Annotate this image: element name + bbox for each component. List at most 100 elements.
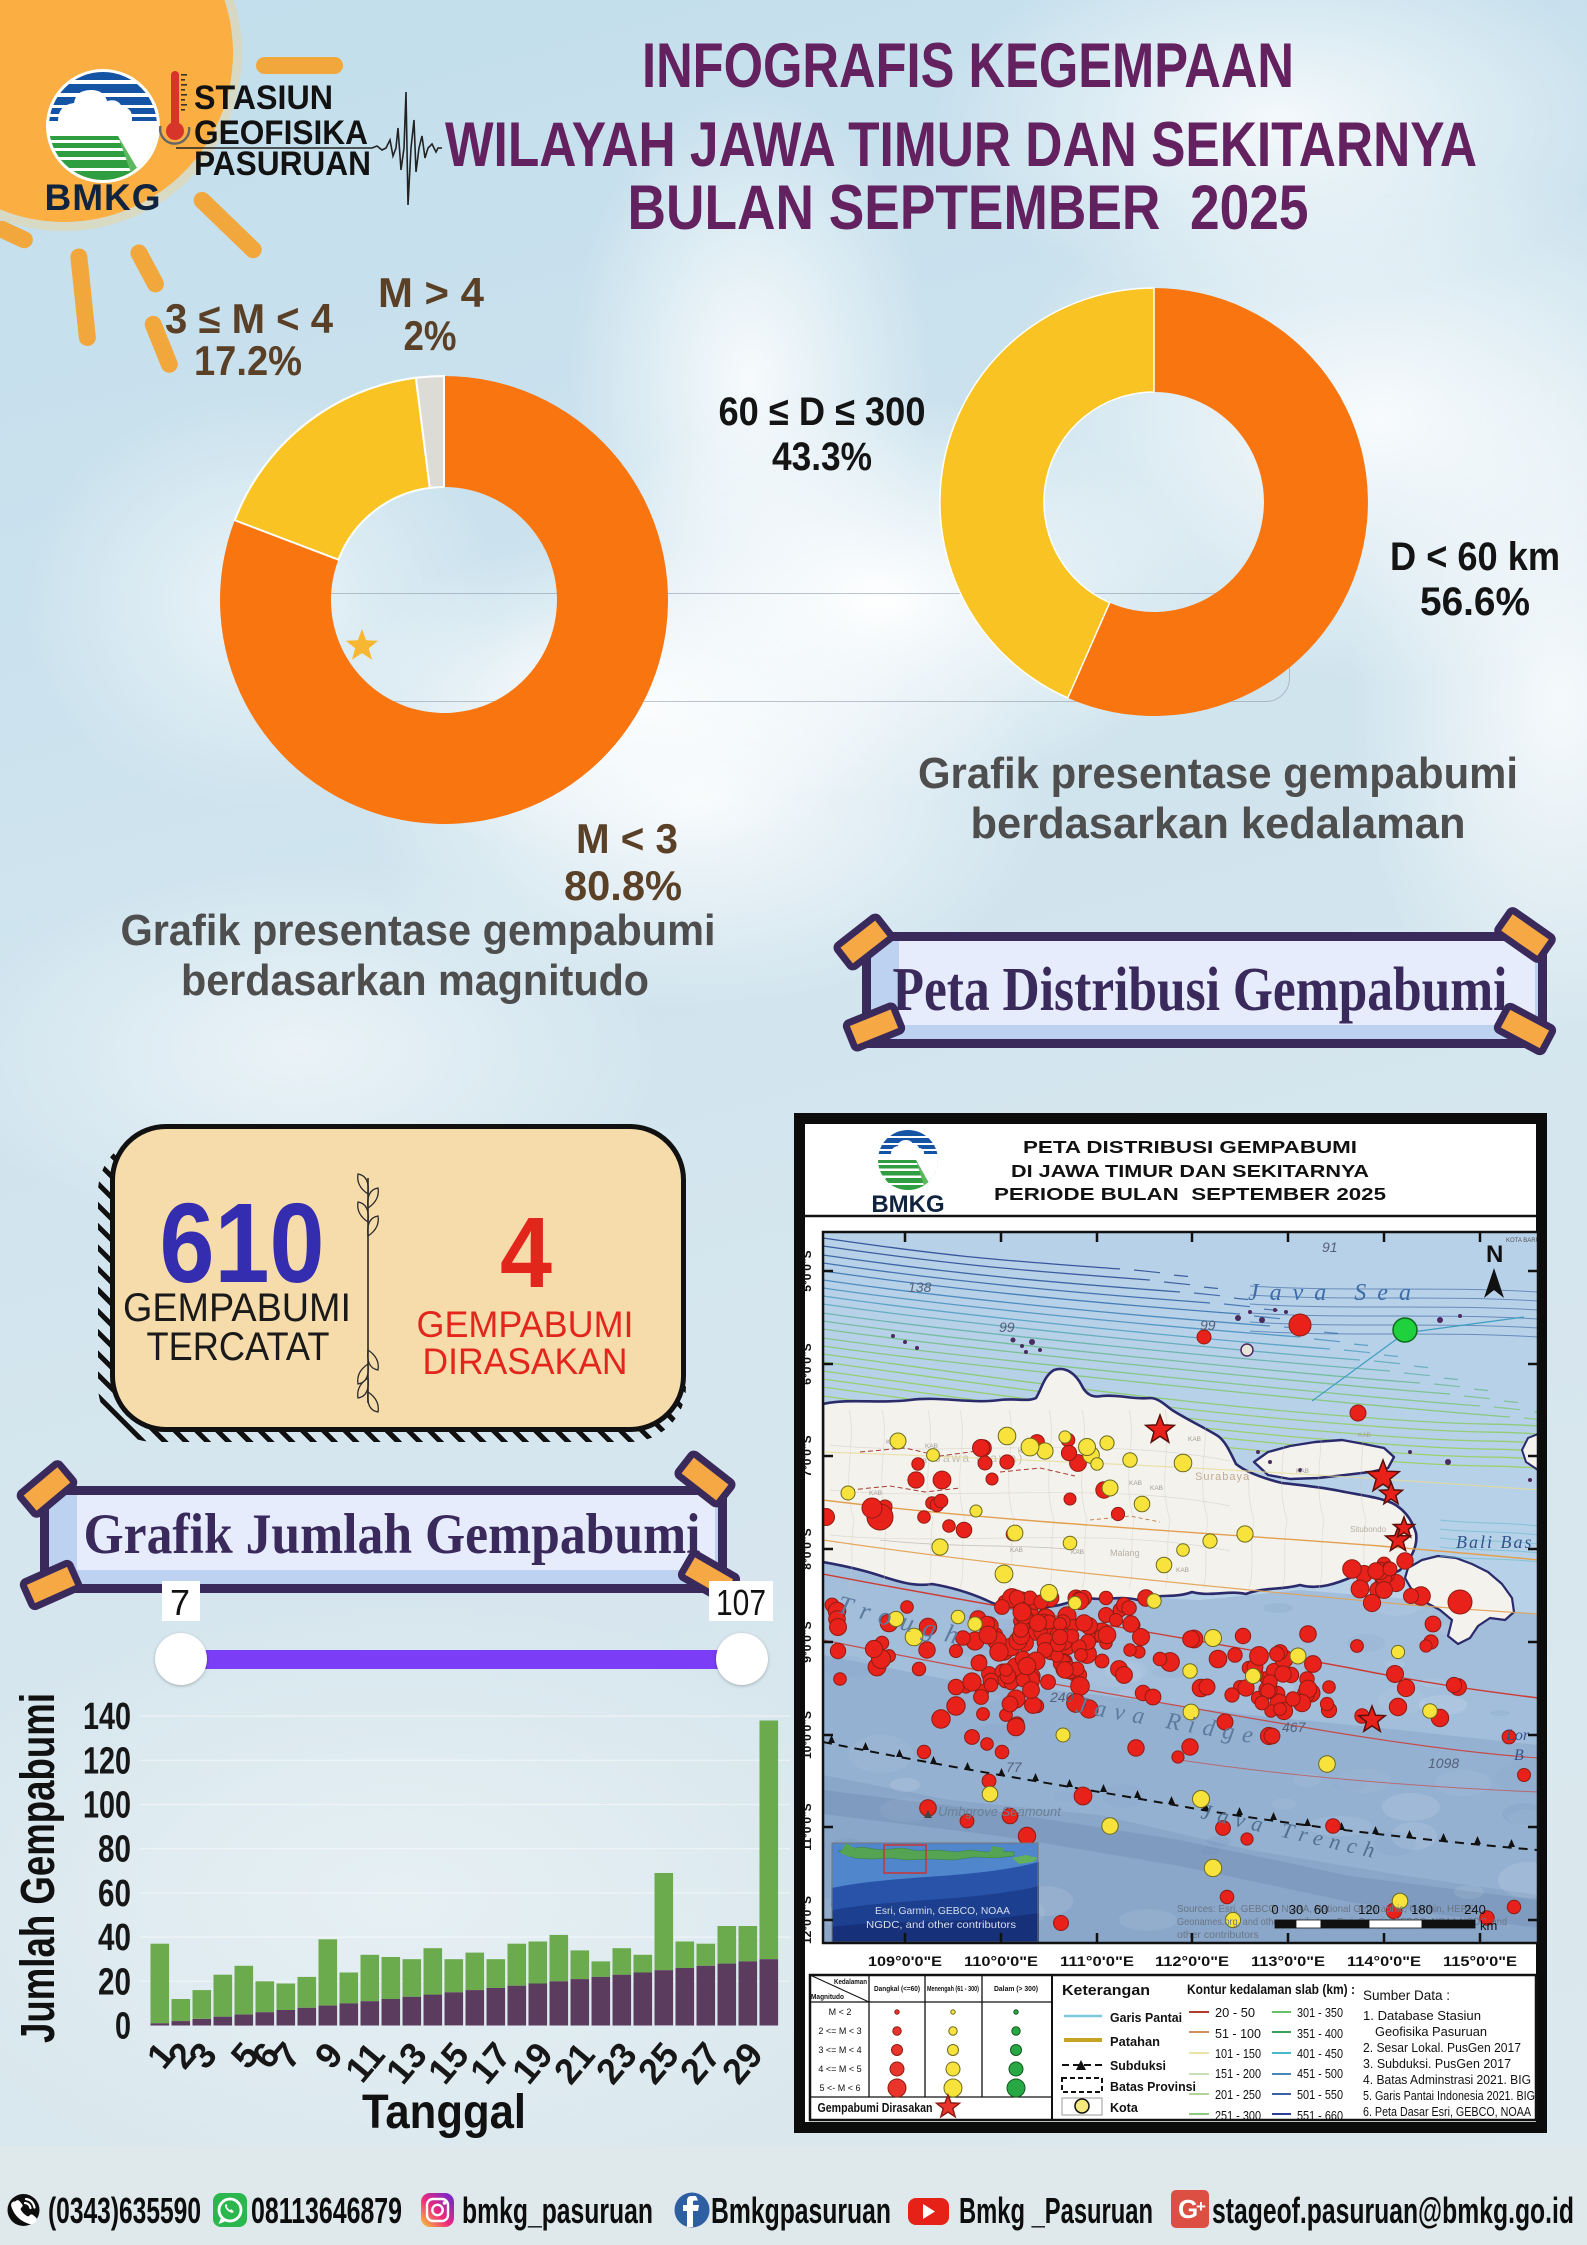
svg-text:KAB: KAB [925, 1443, 938, 1450]
svg-text:Java Sea: Java Sea [1248, 1280, 1422, 1306]
svg-text:BMKG: BMKG [44, 177, 161, 218]
svg-text:111°0'0"E: 111°0'0"E [1060, 1953, 1134, 1969]
svg-text:Keterangan: Keterangan [1062, 1982, 1150, 1999]
svg-text:Subduksi: Subduksi [1110, 2059, 1166, 2073]
svg-text:100: 100 [83, 1785, 131, 1827]
svg-text:NGDC, and other contributors: NGDC, and other contributors [866, 1919, 1016, 1931]
svg-text:Esri, Garmin, GEBCO, NOAA: Esri, Garmin, GEBCO, NOAA [875, 1905, 1010, 1917]
svg-text:Tanggal: Tanggal [362, 2086, 526, 2139]
svg-text:60: 60 [98, 1873, 131, 1915]
svg-text:10°0'0"S: 10°0'0"S [800, 1711, 814, 1759]
svg-text:+: + [1196, 2197, 1206, 2216]
svg-text:201 - 250: 201 - 250 [1215, 2088, 1261, 2102]
svg-text:Surabaya: Surabaya [1195, 1471, 1250, 1483]
svg-text:30: 30 [1289, 1902, 1303, 1917]
svg-text:4. Batas Adminstrasi 2021. BIG: 4. Batas Adminstrasi 2021. BIG [1363, 2073, 1531, 2087]
svg-text:7°0'0"S: 7°0'0"S [1545, 1435, 1547, 1476]
svg-text:9°0'0"S: 9°0'0"S [800, 1621, 814, 1662]
svg-text:Batas Provinsi: Batas Provinsi [1110, 2080, 1196, 2094]
svg-text:99: 99 [1200, 1317, 1216, 1333]
svg-text:11°0'0"S: 11°0'0"S [1545, 1803, 1547, 1850]
svg-text:240: 240 [1464, 1902, 1486, 1917]
svg-text:151 - 200: 151 - 200 [1215, 2067, 1261, 2081]
svg-text:B: B [1514, 1747, 1524, 1764]
svg-text:BMKG: BMKG [871, 1191, 944, 1218]
svg-text:5 <- M < 6: 5 <- M < 6 [819, 2083, 860, 2093]
svg-text:0: 0 [1271, 1902, 1278, 1917]
svg-text:301 - 350: 301 - 350 [1297, 2006, 1343, 2020]
svg-text:77: 77 [1006, 1759, 1023, 1775]
svg-text:Umbgrove Seamount: Umbgrove Seamount [938, 1804, 1062, 1819]
svg-text:other contributors: other contributors [1177, 1929, 1259, 1941]
svg-text:5. Garis Pantai Indonesia 2021: 5. Garis Pantai Indonesia 2021. BIG [1363, 2089, 1535, 2103]
svg-text:120: 120 [1358, 1902, 1380, 1917]
svg-text:140: 140 [83, 1696, 131, 1738]
svg-text:Lor: Lor [1505, 1727, 1530, 1744]
svg-text:8°0'0"S: 8°0'0"S [800, 1528, 814, 1569]
svg-text:KAB: KAB [1296, 1468, 1309, 1475]
svg-text:N: N [1486, 1241, 1503, 1268]
svg-text:Garis Pantai: Garis Pantai [1110, 2011, 1182, 2025]
svg-text:138: 138 [908, 1279, 932, 1295]
svg-text:401 - 450: 401 - 450 [1297, 2047, 1343, 2061]
svg-text:Menengah (61 - 300): Menengah (61 - 300) [927, 1986, 979, 1993]
svg-text:DI JAWA TIMUR DAN SEKITARNYA: DI JAWA TIMUR DAN SEKITARNYA [1011, 1161, 1369, 1181]
svg-text:Kota: Kota [1110, 2101, 1139, 2115]
svg-text:Sources: Esri, GEBCO, NOAA, Na: Sources: Esri, GEBCO, NOAA, National Geo… [1177, 1903, 1477, 1915]
svg-text:240: 240 [1049, 1689, 1074, 1705]
svg-text:Sumber Data :: Sumber Data : [1363, 1988, 1450, 2003]
svg-text:KAB: KAB [869, 1490, 882, 1497]
svg-text:12°0'0"S: 12°0'0"S [1545, 1896, 1547, 1944]
svg-text:180: 180 [1411, 1902, 1433, 1917]
svg-text:Bali Bas: Bali Bas [1456, 1532, 1534, 1552]
svg-text:0: 0 [115, 2006, 131, 2048]
svg-text:Malang: Malang [1110, 1548, 1140, 1558]
svg-text:110°0'0"E: 110°0'0"E [964, 1953, 1038, 1969]
svg-text:KOTA BARU: KOTA BARU [1506, 1238, 1540, 1244]
svg-text:115°0'0"E: 115°0'0"E [1443, 1953, 1517, 1969]
svg-text:stageof.pasuruan@bmkg.go.id: stageof.pasuruan@bmkg.go.id [1212, 2190, 1574, 2231]
svg-text:Situbondo: Situbondo [1350, 1525, 1387, 1534]
svg-text:Dalam (> 300): Dalam (> 300) [994, 1986, 1038, 1993]
svg-text:2. Sesar Lokal. PusGen 2017: 2. Sesar Lokal. PusGen 2017 [1363, 2041, 1521, 2055]
svg-text:551 - 660: 551 - 660 [1297, 2109, 1343, 2123]
svg-text:KAB: KAB [1176, 1567, 1189, 1574]
svg-text:113°0'0"E: 113°0'0"E [1251, 1953, 1325, 1969]
svg-text:(0343)635590: (0343)635590 [48, 2190, 201, 2231]
svg-text:120: 120 [83, 1740, 131, 1782]
svg-text:51 - 100: 51 - 100 [1215, 2027, 1261, 2041]
svg-text:7°0'0"S: 7°0'0"S [800, 1435, 814, 1476]
svg-text:Geofisika Pasuruan: Geofisika Pasuruan [1375, 2025, 1487, 2039]
svg-text:4 <= M < 5: 4 <= M < 5 [818, 2064, 861, 2074]
svg-text:Patahan: Patahan [1110, 2035, 1160, 2049]
svg-text:9°0'0"S: 9°0'0"S [1545, 1621, 1547, 1662]
svg-text:KAB: KAB [1129, 1480, 1142, 1487]
svg-text:Bmkg _Pasuruan: Bmkg _Pasuruan [959, 2190, 1153, 2231]
svg-text:3. Subduksi. PusGen 2017: 3. Subduksi. PusGen 2017 [1363, 2057, 1511, 2071]
svg-text:Jumlah Gempabumi: Jumlah Gempabumi [12, 1693, 65, 2043]
svg-text:351 - 400: 351 - 400 [1297, 2027, 1343, 2041]
svg-text:501 - 550: 501 - 550 [1297, 2088, 1343, 2102]
svg-text:Gempabumi Dirasakan: Gempabumi Dirasakan [818, 2101, 933, 2115]
svg-text:451 - 500: 451 - 500 [1297, 2067, 1343, 2081]
svg-text:80: 80 [98, 1829, 131, 1871]
svg-text:5°0'0"S: 5°0'0"S [1545, 1250, 1547, 1291]
svg-text:20 - 50: 20 - 50 [1215, 2006, 1255, 2020]
svg-text:3 <= M < 4: 3 <= M < 4 [818, 2045, 861, 2055]
svg-text:112°0'0"E: 112°0'0"E [1155, 1953, 1229, 1969]
svg-text:11°0'0"S: 11°0'0"S [800, 1803, 814, 1850]
svg-text:467: 467 [1282, 1719, 1307, 1735]
svg-text:2 <= M < 3: 2 <= M < 3 [818, 2026, 861, 2036]
svg-text:109°0'0"E: 109°0'0"E [868, 1953, 942, 1969]
svg-text:M < 2: M < 2 [829, 2007, 852, 2017]
svg-text:Bmkgpasuruan: Bmkgpasuruan [711, 2190, 891, 2231]
svg-text:Kedalaman: Kedalaman [834, 1977, 867, 1986]
svg-text:1098: 1098 [1428, 1755, 1459, 1771]
svg-text:bmkg_pasuruan: bmkg_pasuruan [462, 2190, 653, 2231]
svg-text:6. Peta Dasar Esri, GEBCO, NOA: 6. Peta Dasar Esri, GEBCO, NOAA [1363, 2105, 1532, 2119]
svg-text:20: 20 [98, 1961, 131, 2003]
svg-text:PERIODE BULAN SEPTEMBER 2025: PERIODE BULAN SEPTEMBER 2025 [994, 1184, 1386, 1204]
svg-text:KAB: KAB [1150, 1485, 1163, 1492]
svg-text:08113646879: 08113646879 [251, 2190, 402, 2231]
svg-text:40: 40 [98, 1917, 131, 1959]
